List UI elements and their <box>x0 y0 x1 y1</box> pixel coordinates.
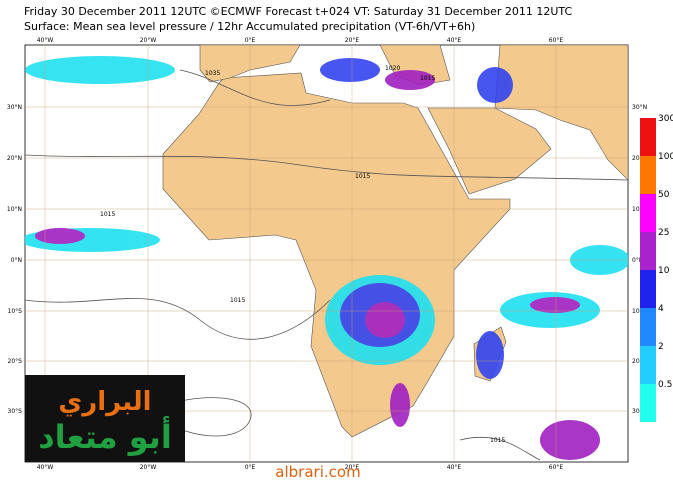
lat-label-right: 30°N <box>632 104 647 111</box>
lon-label-top: 20°E <box>345 37 360 44</box>
lon-label-bottom: 20°E <box>345 464 360 471</box>
lat-label-right: 30°S <box>632 408 647 415</box>
colorbar-label: 25 <box>658 228 669 238</box>
header-line1: Friday 30 December 2011 12UTC ©ECMWF For… <box>24 5 572 18</box>
lon-label-top: 40°W <box>37 37 54 44</box>
logo-line1: البراري <box>58 387 151 417</box>
isobar-label: 1035 <box>205 70 220 77</box>
lon-label-bottom: 40°W <box>37 464 54 471</box>
lon-label-top: 20°W <box>140 37 157 44</box>
lat-label-right: 20°S <box>632 358 647 365</box>
precipitation <box>25 56 628 460</box>
lat-label: 30°N <box>7 104 22 111</box>
lat-label: 10°S <box>8 308 23 315</box>
colorbar-label: 10 <box>658 266 670 276</box>
lat-label-right: 10°N <box>632 206 647 213</box>
lon-label-top: 0°E <box>245 37 256 44</box>
isobar-label: 1020 <box>385 65 400 72</box>
logo-line2: أبو متعاد <box>38 416 172 456</box>
colorbar-label: 2 <box>658 342 664 352</box>
lat-label: 0°N <box>11 257 22 264</box>
lat-label: 20°S <box>8 358 23 365</box>
lat-label-right: 20°N <box>632 155 647 162</box>
colorbar-label: 0.5 <box>658 380 672 390</box>
lon-label-top: 40°E <box>447 37 462 44</box>
colorbar-label: 50 <box>658 190 670 200</box>
isobar-label: 1015 <box>230 297 245 304</box>
isobar-label: 1015 <box>420 75 435 82</box>
lon-label-bottom: 0°E <box>245 464 256 471</box>
lat-label-right: 10°S <box>632 308 647 315</box>
watermark: albrari.com <box>275 463 360 481</box>
isobar-label: 1015 <box>100 211 115 218</box>
logo: البراري أبو متعاد <box>25 375 185 462</box>
colorbar-label: 100 <box>658 152 673 162</box>
header-line2: Surface: Mean sea level pressure / 12hr … <box>24 20 475 33</box>
lat-label: 30°S <box>8 408 23 415</box>
isobar-label: 1015 <box>355 173 370 180</box>
lon-label-bottom: 40°E <box>447 464 462 471</box>
colorbar-label: 4 <box>658 304 664 314</box>
lon-label-bottom: 20°W <box>140 464 157 471</box>
colorbar-label: 300 <box>658 114 673 124</box>
lat-label: 10°N <box>7 206 22 213</box>
colorbar <box>640 118 656 422</box>
isobar-label: 1015 <box>490 437 505 444</box>
lon-label-bottom: 60°E <box>549 464 564 471</box>
lat-label: 20°N <box>7 155 22 162</box>
lat-label-right: 0°N <box>632 257 643 264</box>
isobars <box>25 69 628 461</box>
lon-label-top: 60°E <box>549 37 564 44</box>
